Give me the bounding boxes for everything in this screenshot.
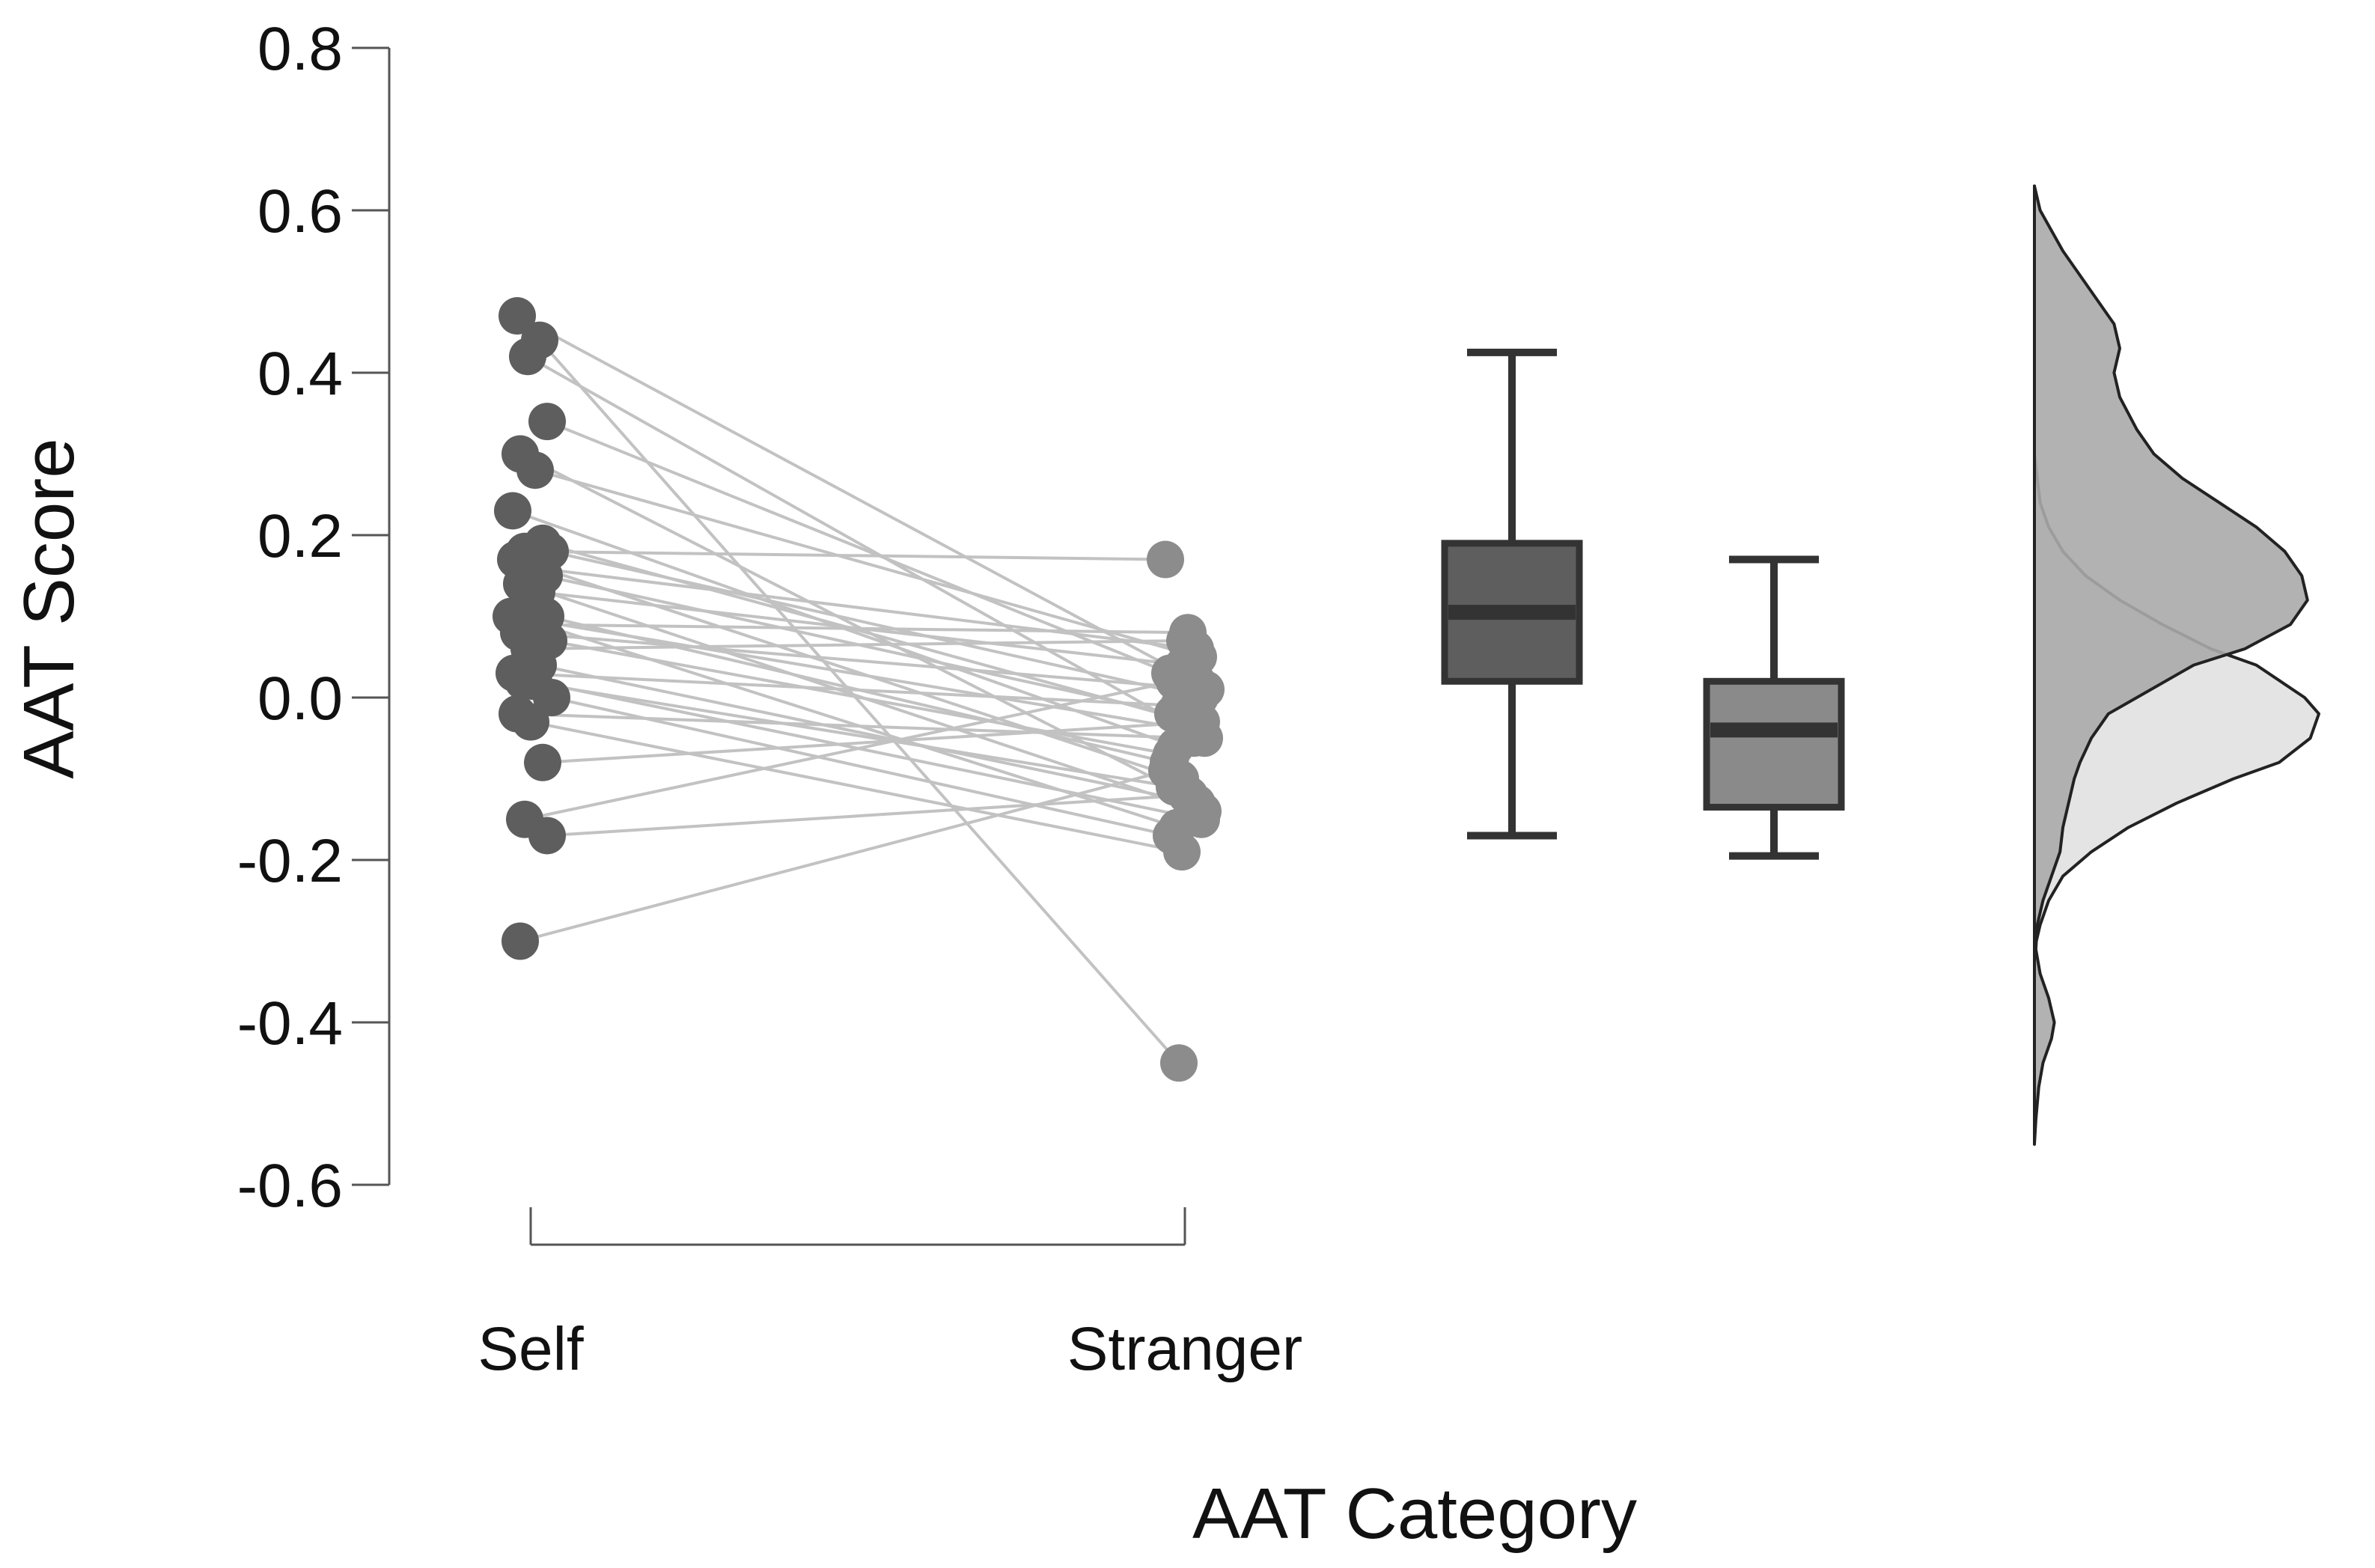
- x-tick-label: Stranger: [1067, 1315, 1303, 1383]
- x-tick-label: Self: [478, 1315, 584, 1383]
- paired-line: [516, 314, 1198, 683]
- paired-line: [522, 680, 1175, 789]
- boxplots: [1441, 348, 1845, 860]
- y-tick-label: -0.4: [237, 989, 343, 1058]
- self-point: [501, 922, 539, 960]
- stranger-point: [1160, 1044, 1198, 1082]
- self-point: [504, 662, 542, 701]
- self-point: [533, 679, 570, 716]
- y-tick-label: 0.8: [257, 15, 343, 83]
- y-tick-label: 0.4: [257, 340, 343, 408]
- paired-line: [549, 549, 1201, 699]
- paired-line: [533, 680, 1202, 821]
- y-ticks: -0.6 -0.4 -0.2 0.0 0.2 0.4 0.6 0.8: [237, 15, 389, 1220]
- self-boxplot: [1441, 348, 1583, 840]
- stranger-point: [1148, 751, 1186, 790]
- paired-line: [513, 671, 1180, 707]
- stranger-point: [1171, 776, 1208, 814]
- box-iqr: [1703, 677, 1845, 811]
- stranger-point: [1187, 671, 1225, 709]
- paired-line: [551, 696, 1172, 838]
- x-ticks: Self Stranger: [478, 1207, 1302, 1383]
- stranger-point: [1183, 703, 1220, 741]
- stranger-boxplot: [1703, 555, 1845, 860]
- paired-line: [546, 793, 1190, 838]
- paired-line: [518, 631, 1207, 692]
- y-axis-label: AAT Score: [9, 438, 89, 778]
- stranger-point: [1163, 833, 1201, 871]
- axes: -0.6 -0.4 -0.2 0.0 0.2 0.4 0.6 0.8 Self Stranger: [237, 15, 1303, 1383]
- paired-lines: [510, 314, 1207, 1064]
- y-tick-label: 0.0: [257, 665, 343, 733]
- self-point: [516, 451, 554, 489]
- paired-line: [524, 549, 1166, 561]
- paired-line: [525, 623, 1189, 635]
- x-axis-label: AAT Category: [1192, 1474, 1637, 1554]
- y-tick-label: 0.6: [257, 177, 343, 245]
- paired-line: [531, 566, 1196, 650]
- paired-line: [537, 663, 1198, 805]
- paired-line: [524, 680, 1175, 821]
- paired-line: [542, 720, 1202, 764]
- self-point: [512, 703, 549, 741]
- self-density: [2033, 184, 2309, 1146]
- self-point: [524, 743, 561, 781]
- stranger-point: [1147, 540, 1184, 579]
- y-tick-label: 0.2: [257, 502, 343, 570]
- paired-line: [519, 769, 1168, 943]
- paired-line: [548, 639, 1172, 756]
- paired-line: [534, 469, 1199, 659]
- stranger-point: [1166, 622, 1204, 660]
- y-tick-label: -0.6: [237, 1152, 343, 1220]
- density-curves: [2033, 184, 2320, 1146]
- stranger-point: [1156, 662, 1193, 701]
- self-point: [494, 492, 531, 530]
- y-tick-label: -0.2: [237, 827, 343, 895]
- data-points: [493, 297, 1225, 1082]
- paired-line: [530, 720, 1183, 854]
- paired-line: [528, 639, 1186, 650]
- self-point: [528, 817, 566, 855]
- self-point: [499, 297, 536, 335]
- self-point: [528, 403, 566, 441]
- paired-line: [516, 712, 1195, 740]
- paired-line: [515, 558, 1181, 781]
- self-point: [509, 338, 546, 376]
